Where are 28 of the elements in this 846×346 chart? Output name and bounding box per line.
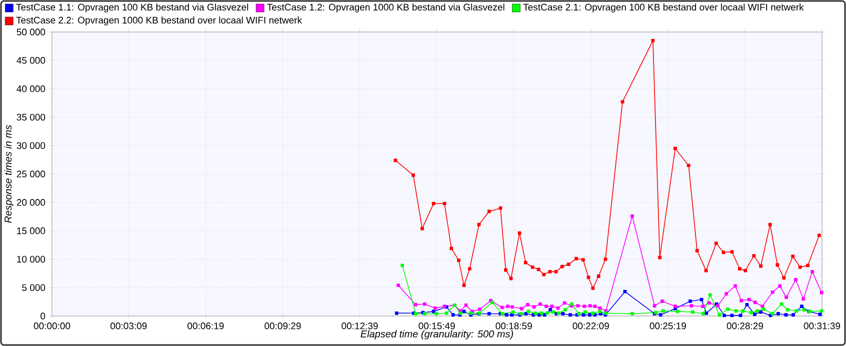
x-tick-label: 00:09:29 [264,322,301,330]
x-tick-label: 00:06:19 [188,322,224,330]
x-tick-label: 00:03:09 [110,322,147,330]
legend-label: TestCase 2.2: Opvragen 1000 KB bestand over locaal WIFI netwerk [16,16,302,26]
y-tick-label: 5 000 [22,284,46,291]
y-tick-label: 35 000 [16,114,46,121]
x-tick-label: 00:28:29 [726,322,763,330]
y-tick-label: 0 [40,312,46,320]
x-tick-label: 00:15:49 [418,322,455,330]
legend-label: TestCase 1.2: Opvragen 1000 KB bestand via Glasvezel [267,4,504,12]
y-tick-label: 20 000 [16,199,46,206]
x-tick-label: 00:18:59 [496,322,532,330]
y-tick-label: 40 000 [16,85,46,92]
legend-label: TestCase 1.1: Opvragen 100 KB bestand via Glasvezel [16,4,248,12]
x-tick-label: 00:25:19 [650,322,686,330]
x-axis-title: Elapsed time (granularity: 500 ms) [360,330,513,340]
x-tick-label: 00:31:39 [804,322,840,330]
x-tick-label: 00:12:39 [342,322,378,330]
y-tick-label: 10 000 [17,256,46,263]
x-tick-label: 00:00:00 [34,322,70,330]
y-axis-title: Response times in ms [4,125,14,223]
legend-label: TestCase 2.1: Opvragen 100 KB bestand over locaal WIFI netwerk [523,4,804,12]
y-tick-label: 25 000 [16,170,46,178]
y-tick-label: 15 000 [17,227,46,234]
y-tick-label: 45 000 [16,57,46,64]
x-tick-label: 00:22:09 [572,322,609,330]
y-tick-label: 30 000 [16,142,46,149]
y-tick-label: 50 000 [16,28,46,36]
